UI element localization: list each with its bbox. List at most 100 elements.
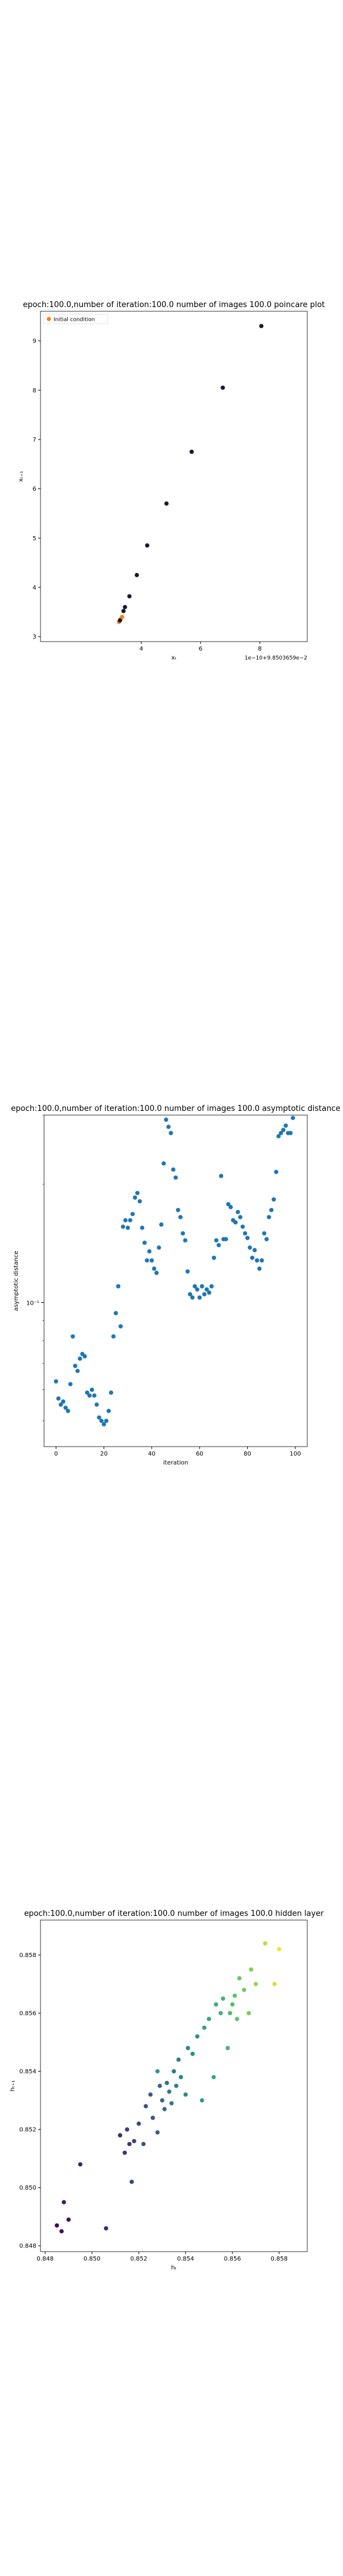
asymptotic-point — [288, 1131, 293, 1135]
hidden-x-label: hₜ — [171, 2265, 176, 2271]
asymptotic-point — [89, 1388, 94, 1392]
asymptotic-point — [145, 1258, 149, 1263]
asymptotic-point — [211, 1255, 216, 1260]
asymptotic-point — [154, 1271, 159, 1275]
poincare-point — [127, 594, 132, 599]
hidden-y-tick-label: 0.848 — [19, 2243, 36, 2250]
asymptotic-point — [242, 1231, 248, 1236]
asymptotic-point — [138, 1199, 142, 1204]
hidden-y-label: hₜ₊₁ — [10, 2080, 16, 2092]
poincare-y-label: xₜ₊₁ — [18, 471, 24, 482]
asymptotic-y-label: asymptotic distance — [13, 1250, 20, 1311]
asymptotic-y-tick-label: 10⁻¹ — [26, 1300, 39, 1306]
asymptotic-point — [272, 1197, 276, 1202]
poincare-y-tick-label: 6 — [33, 486, 36, 493]
hidden-point — [78, 2162, 83, 2167]
hidden-point — [151, 2116, 155, 2120]
poincare-point — [145, 543, 149, 548]
asymptotic-point — [264, 1237, 269, 1241]
poincare-point — [117, 618, 123, 623]
asymptotic-point — [104, 1419, 109, 1423]
asymptotic-point — [149, 1258, 154, 1263]
asymptotic-point — [279, 1131, 283, 1135]
hidden-point — [253, 1981, 258, 1986]
asymptotic-point — [66, 1408, 70, 1413]
hidden-point — [247, 2011, 251, 2015]
asymptotic-x-tick-label: 60 — [196, 1451, 204, 1457]
asymptotic-point — [54, 1379, 58, 1384]
poincare-x-label: xₜ — [172, 655, 177, 661]
asymptotic-point — [240, 1224, 245, 1229]
asymptotic-point — [142, 1240, 147, 1245]
hidden-point — [118, 2133, 123, 2138]
poincare-y-tick-label: 9 — [33, 338, 36, 345]
asymptotic-point — [96, 1415, 102, 1420]
hidden-point — [127, 2141, 132, 2147]
asymptotic-point — [192, 1284, 197, 1289]
asymptotic-point — [108, 1390, 114, 1395]
poincare-offset-text: 1e−10+9.8503659e−2 — [245, 655, 307, 661]
asymptotic-point — [245, 1236, 250, 1240]
hidden-point — [263, 1941, 267, 1946]
hidden-y-tick-label: 0.850 — [19, 2185, 36, 2191]
poincare-legend-box — [43, 314, 108, 324]
asymptotic-point — [161, 1161, 166, 1166]
asymptotic-point — [199, 1284, 204, 1289]
asymptotic-point — [61, 1399, 66, 1404]
asymptotic-x-tick-label: 100 — [289, 1451, 301, 1457]
hidden-point — [122, 2150, 127, 2155]
asymptotic-point — [101, 1422, 107, 1427]
hidden-plot-frame — [40, 1919, 308, 2252]
asymptotic-point — [274, 1169, 279, 1174]
hidden-point — [179, 2075, 183, 2079]
hidden-y-tick-label: 0.858 — [19, 1952, 36, 1959]
asymptotic-point — [188, 1292, 192, 1297]
hidden-point — [155, 2130, 160, 2135]
asymptotic-point — [75, 1368, 80, 1373]
hidden-point — [61, 2200, 66, 2205]
hidden-point — [169, 2101, 174, 2106]
asymptotic-point — [219, 1174, 223, 1178]
asymptotic-point — [121, 1224, 126, 1229]
asymptotic-point — [166, 1125, 171, 1129]
asymptotic-point — [63, 1405, 68, 1410]
hidden-point — [136, 2121, 141, 2126]
asymptotic-point — [214, 1238, 219, 1243]
hidden-point — [207, 2017, 211, 2021]
asymptotic-point — [195, 1287, 199, 1292]
asymptotic-point — [197, 1295, 202, 1300]
asymptotic-point — [180, 1231, 185, 1236]
poincare-point — [120, 615, 124, 620]
hidden-point — [235, 2017, 239, 2021]
poincare-point — [220, 385, 225, 390]
hidden-point — [104, 2226, 108, 2231]
asymptotic-point — [70, 1334, 75, 1339]
asymptotic-point — [85, 1390, 89, 1395]
asymptotic-x-tick-label: 80 — [244, 1451, 251, 1457]
hidden-point — [220, 1996, 226, 2001]
hidden-x-tick-label: 0.856 — [224, 2256, 241, 2262]
hidden-point — [148, 2092, 153, 2097]
hidden-point — [167, 2089, 172, 2094]
asymptotic-point — [128, 1218, 133, 1222]
hidden-point — [157, 2083, 163, 2088]
hidden-point — [202, 2025, 207, 2030]
asymptotic-point — [133, 1195, 138, 1200]
asymptotic-point — [116, 1284, 121, 1289]
asymptotic-point — [152, 1266, 157, 1271]
hidden-x-tick-label: 0.854 — [177, 2256, 194, 2262]
asymptotic-point — [56, 1396, 61, 1401]
asymptotic-point — [111, 1334, 116, 1339]
poincare-y-tick-label: 7 — [33, 436, 36, 443]
asymptotic-point — [238, 1215, 243, 1219]
asymptotic-point — [73, 1364, 77, 1368]
hidden-point — [272, 1981, 277, 1986]
asymptotic-point — [250, 1255, 255, 1260]
asymptotic-point — [130, 1212, 135, 1216]
hidden-point — [160, 2098, 164, 2103]
hidden-y-tick-label: 0.852 — [19, 2127, 36, 2134]
hidden-point — [162, 2107, 167, 2111]
poincare-legend-marker — [46, 317, 51, 321]
poincare-point — [164, 501, 169, 506]
hidden-y-tick-label: 0.854 — [19, 2069, 36, 2075]
